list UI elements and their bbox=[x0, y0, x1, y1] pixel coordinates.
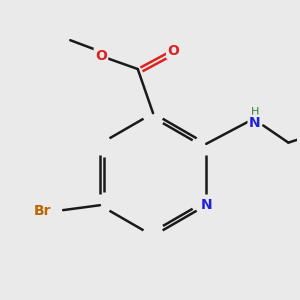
Text: H: H bbox=[250, 107, 259, 117]
Text: O: O bbox=[95, 49, 107, 62]
Text: N: N bbox=[249, 116, 260, 130]
Text: O: O bbox=[167, 44, 179, 58]
Text: N: N bbox=[200, 198, 212, 212]
Text: Br: Br bbox=[33, 204, 51, 218]
